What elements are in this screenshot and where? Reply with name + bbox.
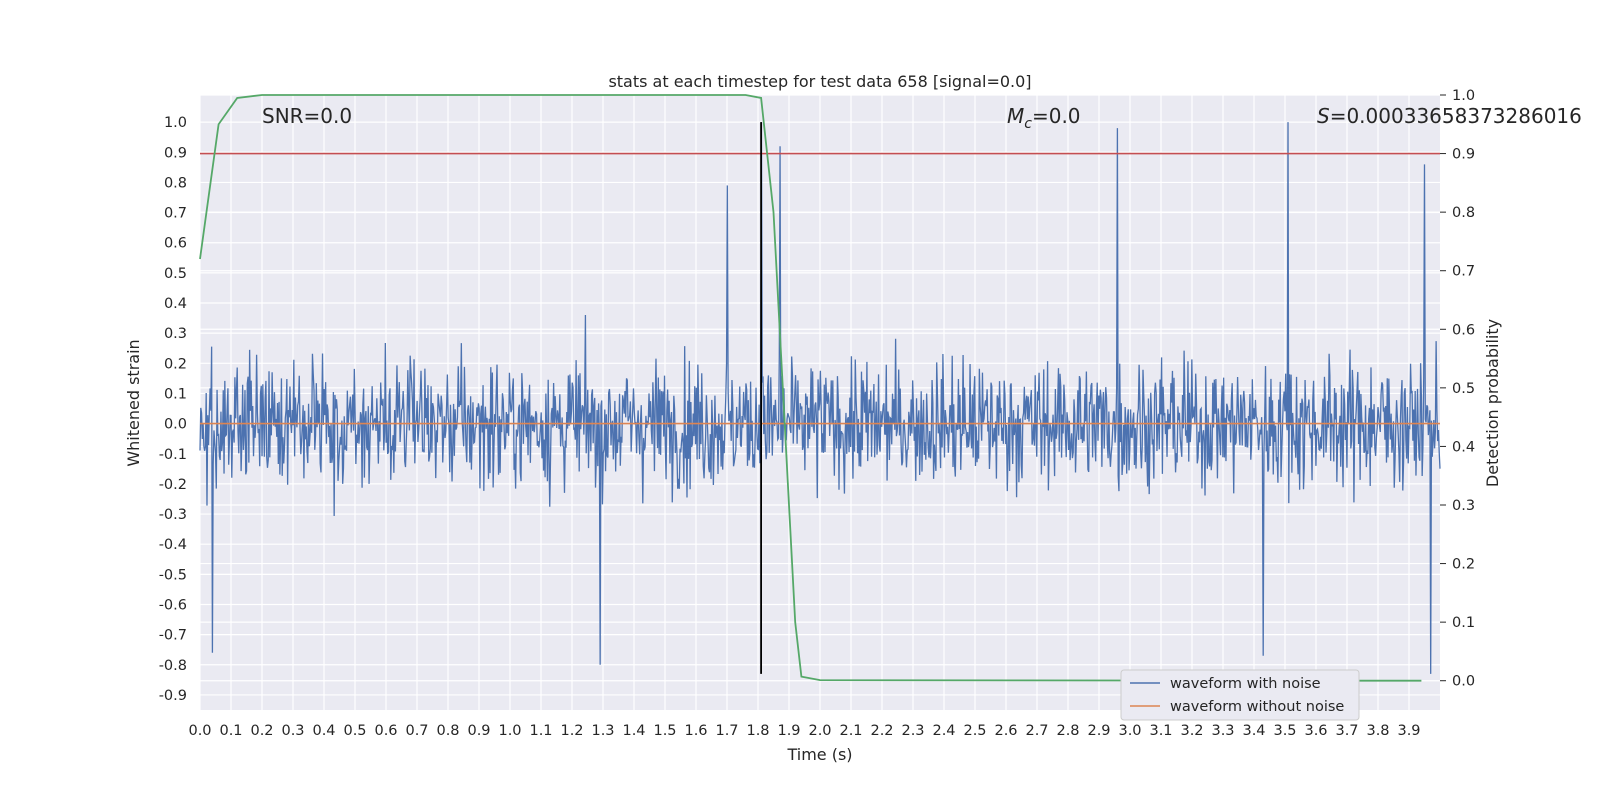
y-tick-label-right: 1.0 (1452, 88, 1475, 104)
x-tick-label: 1.5 (653, 723, 676, 739)
x-tick-label: 0.1 (219, 723, 242, 739)
snr-annotation: SNR=0.0 (262, 104, 352, 128)
legend-label-noise: waveform with noise (1170, 676, 1321, 692)
y-tick-label-left: 0.8 (164, 175, 187, 191)
x-tick-label: 2.9 (1087, 723, 1110, 739)
x-tick-label: 3.8 (1366, 723, 1389, 739)
x-axis-label: Time (s) (786, 745, 852, 764)
y-tick-label-left: 1.0 (164, 115, 187, 131)
s-annotation: S=0.00033658373286016 (1317, 104, 1582, 128)
mc-symbol: M (1007, 104, 1024, 128)
y-tick-label-left: 0.2 (164, 356, 187, 372)
x-tick-label: 3.4 (1242, 723, 1265, 739)
y-tick-label-left: -0.2 (159, 477, 187, 493)
y-tick-label-left: 0.5 (164, 266, 187, 282)
y-tick-label-left: -0.5 (159, 567, 187, 583)
y-tick-label-right: 0.2 (1452, 557, 1475, 573)
x-tick-label: 3.2 (1180, 723, 1203, 739)
x-tick-label: 2.1 (839, 723, 862, 739)
y-tick-label-left: -0.1 (159, 447, 187, 463)
y-tick-label-left: 0.1 (164, 386, 187, 402)
grid (199, 94, 1440, 710)
x-tick-label: 2.2 (870, 723, 893, 739)
chart-title: stats at each timestep for test data 658… (608, 72, 1031, 91)
legend-label-clean: waveform without noise (1170, 699, 1344, 715)
y-tick-label-right: 0.3 (1452, 498, 1475, 514)
y-tick-label-right: 0.8 (1452, 205, 1475, 221)
y-tick-label-left: -0.4 (159, 537, 187, 553)
x-tick-label: 2.5 (963, 723, 986, 739)
y-tick-label-left: 0.7 (164, 206, 187, 222)
y-tick-label-left: -0.3 (159, 507, 187, 523)
y-tick-label-left: -0.8 (159, 658, 187, 674)
y-tick-label-right: 0.0 (1452, 674, 1475, 690)
x-tick-label: 1.4 (622, 723, 645, 739)
y-tick-label-left: 0.4 (164, 296, 187, 312)
y-tick-label-right: 0.6 (1452, 322, 1475, 338)
y-tick-label-left: 0.6 (164, 236, 187, 252)
x-tick-label: 2.0 (808, 723, 831, 739)
s-symbol: S (1317, 104, 1330, 128)
ticks: 0.0 0.1 0.2 0.3 0.4 0.5 0.6 0.7 0.8 0.9 1.0 1.1 1.2 1… (159, 88, 1475, 739)
x-tick-label: 1.1 (529, 723, 552, 739)
x-tick-label: 0.9 (467, 723, 490, 739)
x-tick-label: 3.1 (1149, 723, 1172, 739)
mc-subscript: c (1024, 116, 1032, 132)
y-tick-label-right: 0.1 (1452, 615, 1475, 631)
y-tick-label-left: -0.9 (159, 688, 187, 704)
x-tick-label: 0.2 (250, 723, 273, 739)
y-tick-label-left: 0.9 (164, 145, 187, 161)
x-tick-label: 1.3 (591, 723, 614, 739)
y-tick-label-left: 0.0 (164, 417, 187, 433)
x-tick-label: 2.7 (1025, 723, 1048, 739)
x-tick-label: 2.4 (932, 723, 955, 739)
x-tick-label: 0.0 (188, 723, 211, 739)
noise-waveform-line (199, 122, 1441, 674)
x-tick-label: 3.9 (1397, 723, 1420, 739)
x-tick-label: 0.7 (405, 723, 428, 739)
x-tick-label: 0.6 (374, 723, 397, 739)
s-value: =0.00033658373286016 (1330, 104, 1582, 128)
y-tick-label-right: 0.5 (1452, 381, 1475, 397)
x-tick-label: 0.8 (436, 723, 459, 739)
y-tick-label-left: -0.6 (159, 597, 187, 613)
x-tick-label: 3.0 (1118, 723, 1141, 739)
x-tick-label: 3.5 (1273, 723, 1296, 739)
legend-box (1120, 669, 1360, 721)
y-tick-label-right: 0.7 (1452, 264, 1475, 280)
x-tick-label: 3.7 (1335, 723, 1358, 739)
y-axis-label-right: Detection probability (1483, 319, 1502, 487)
x-tick-label: 2.8 (1056, 723, 1079, 739)
x-tick-label: 1.6 (684, 723, 707, 739)
mc-annotation: Mc=0.0 (1007, 104, 1081, 132)
x-tick-label: 0.3 (281, 723, 304, 739)
mc-value: =0.0 (1032, 104, 1081, 128)
x-tick-label: 1.9 (777, 723, 800, 739)
x-tick-label: 1.2 (560, 723, 583, 739)
x-tick-label: 2.6 (994, 723, 1017, 739)
x-tick-label: 0.4 (312, 723, 335, 739)
x-tick-label: 1.8 (746, 723, 769, 739)
x-tick-label: 3.6 (1304, 723, 1327, 739)
y-tick-label-right: 0.9 (1452, 147, 1475, 163)
y-tick-label-left: 0.3 (164, 326, 187, 342)
y-tick-label-right: 0.4 (1452, 439, 1475, 455)
x-tick-label: 1.7 (715, 723, 738, 739)
probability-line (199, 94, 1422, 682)
legend: waveform with noise waveform without noi… (1120, 669, 1360, 721)
x-tick-label: 1.0 (498, 723, 521, 739)
x-tick-label: 3.3 (1211, 723, 1234, 739)
y-tick-label-left: -0.7 (159, 628, 187, 644)
series (199, 94, 1441, 682)
x-tick-label: 2.3 (901, 723, 924, 739)
x-tick-label: 0.5 (343, 723, 366, 739)
y-axis-label-left: Whitened strain (124, 339, 143, 466)
